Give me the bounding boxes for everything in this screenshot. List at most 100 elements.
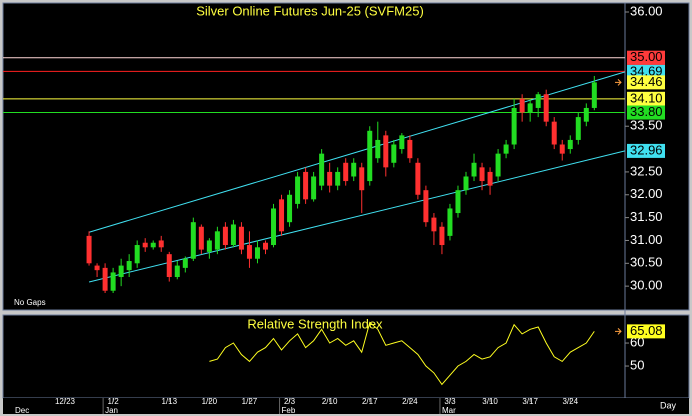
level-label-box (627, 105, 665, 120)
channel-label-box (627, 64, 665, 79)
y-tick-label: 50 (630, 357, 644, 372)
candle-body (166, 254, 172, 278)
candle-body (415, 162, 421, 195)
x-tick-label: 1/13 (161, 397, 177, 406)
candle-body (126, 261, 132, 271)
candle-body (222, 226, 228, 246)
note: No Gaps (14, 298, 46, 307)
time-axis (3, 398, 689, 414)
rsi-panel (2, 314, 690, 399)
candle-body (391, 144, 397, 163)
candle-body (158, 240, 164, 248)
candle-body (238, 226, 244, 250)
candle-body (230, 224, 236, 246)
x-tick-label: 2/17 (362, 397, 378, 406)
candle-body (359, 167, 365, 191)
x-tick-label: 3/10 (482, 397, 498, 406)
candle-body (174, 265, 180, 278)
candle-body (439, 226, 445, 246)
price-arrow (615, 79, 622, 86)
candle-body (519, 98, 525, 113)
candle-body (479, 167, 485, 182)
candle-body (527, 103, 533, 113)
candle-body (375, 139, 381, 159)
candle-body (102, 267, 108, 291)
candle-body (351, 162, 357, 177)
candle-body (503, 144, 509, 154)
y-tick-label: 33.50 (630, 118, 663, 133)
channel-label-box (627, 143, 665, 158)
candle-body (254, 247, 260, 259)
candle-body (246, 245, 252, 259)
y-tick-label: 32.50 (630, 163, 663, 178)
candle-body (447, 208, 453, 236)
level-label: 33.80 (630, 104, 663, 119)
candle-body (407, 139, 413, 159)
x-tick-label: 2/3 (284, 397, 296, 406)
x-tick-label: 1/20 (202, 397, 218, 406)
last-price-box (627, 75, 665, 90)
month-label: Feb (282, 406, 296, 415)
candle-body (399, 135, 405, 150)
candle-body (511, 107, 517, 145)
candle-body (367, 130, 373, 182)
channel-line (88, 150, 626, 283)
candle-body (142, 242, 148, 248)
candle-body (190, 222, 196, 259)
candle-body (559, 144, 565, 154)
channel-label: 32.96 (630, 142, 663, 157)
candle-body (583, 107, 589, 122)
price-panel (2, 2, 690, 311)
candle-body (182, 258, 188, 268)
candle-body (94, 265, 100, 271)
x-tick-label: 3/24 (562, 397, 578, 406)
month-label: Jan (105, 406, 118, 415)
x-unit: Day (660, 400, 677, 410)
candle-body (383, 135, 389, 168)
candle-body (214, 231, 220, 250)
candle-body (551, 121, 557, 145)
y-tick-label: 30.50 (630, 255, 663, 270)
candle-body (591, 82, 597, 108)
candle-body (271, 208, 277, 246)
candle-body (319, 153, 325, 186)
candle-body (287, 194, 293, 223)
x-tick-label: 3/3 (444, 397, 456, 406)
level-label: 35.00 (630, 49, 663, 64)
last-price: 34.46 (630, 74, 663, 89)
rsi-title: Relative Strength Index (247, 316, 383, 331)
candle-body (455, 190, 461, 214)
y-tick-label: 30.00 (630, 278, 663, 293)
x-tick-label: 1/2 (108, 397, 120, 406)
level-label-box (627, 50, 665, 65)
candle-body (198, 226, 204, 250)
candle-body (463, 176, 469, 191)
candle-body (110, 272, 116, 291)
candle-body (575, 117, 581, 140)
candle-body (567, 139, 573, 150)
candle-body (303, 171, 309, 200)
candle-body (134, 245, 140, 264)
rsi-line (209, 321, 595, 386)
channel-label: 34.69 (630, 63, 663, 78)
candle-body (471, 162, 477, 177)
candle-body (263, 242, 268, 250)
candle-body (311, 176, 317, 200)
candle-body (279, 199, 285, 232)
candle-body (150, 242, 156, 248)
chart-title: Silver Online Futures Jun-25 (SVFM25) (196, 3, 424, 18)
candle-body (118, 265, 124, 278)
x-tick-label: 12/23 (55, 397, 76, 406)
month-label: Dec (15, 406, 29, 415)
y-tick-label: 31.00 (630, 232, 663, 247)
candle-body (86, 235, 92, 264)
month-label: Mar (442, 406, 456, 415)
price-arrow (615, 328, 622, 335)
rsi-last-box (627, 324, 665, 339)
rsi-last: 65.08 (630, 323, 663, 338)
y-tick-label: 31.50 (630, 209, 663, 224)
candle-body (295, 176, 301, 204)
candle-body (487, 171, 493, 186)
x-tick-label: 2/10 (322, 397, 338, 406)
